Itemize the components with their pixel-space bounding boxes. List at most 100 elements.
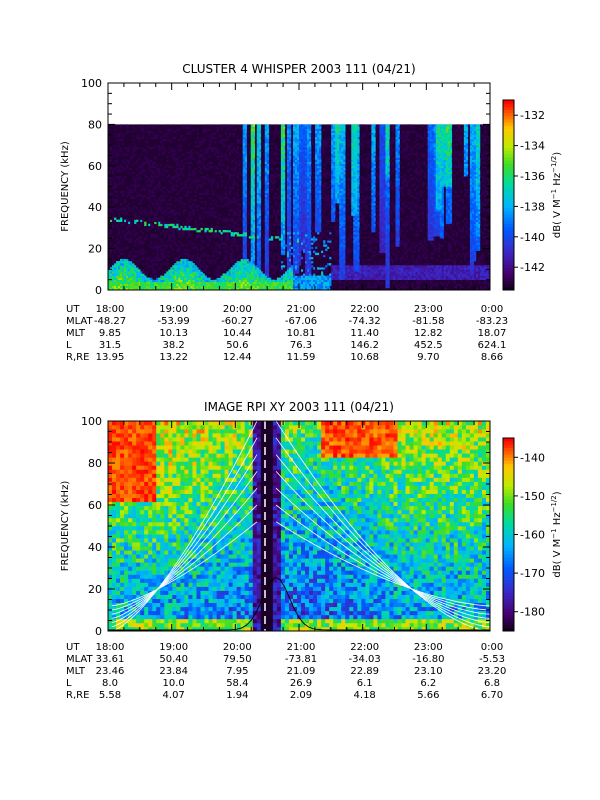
ephemeris-value: 76.3 (290, 340, 312, 351)
ephemeris-row-label: MLT (66, 328, 86, 339)
ephemeris-row-label: L (66, 678, 72, 689)
y-axis: 0 20 40 60 80 100 (81, 77, 490, 297)
ephemeris-row-label: MLAT (66, 316, 93, 327)
ephemeris-value: 18:00 (96, 304, 125, 315)
colorbar-label: dB( V M−1 Hz−1/2) (550, 152, 563, 238)
ephemeris-row-label: MLAT (66, 654, 93, 665)
ephemeris-value: 11.59 (287, 352, 316, 363)
ephemeris-value: 13.22 (159, 352, 188, 363)
colorbar-tick-label: -170 (520, 567, 545, 580)
ephemeris-value: 50.6 (226, 340, 248, 351)
ephemeris-value: -81.58 (412, 316, 444, 327)
ephemeris-value: 20:00 (223, 642, 252, 653)
colorbar-tick-label: -132 (520, 109, 545, 122)
ephemeris-value: 23.10 (414, 666, 443, 677)
chart-title: CLUSTER 4 WHISPER 2003 111 (04/21) (182, 62, 415, 76)
ephemeris-value: 20:00 (223, 304, 252, 315)
y-tick-label: 60 (88, 499, 102, 512)
ephemeris-value: 23:00 (414, 642, 443, 653)
ephemeris-row-label: L (66, 340, 72, 351)
y-axis-label: FREQUENCY (kHz) (60, 481, 71, 572)
ephemeris-value: 18:00 (96, 642, 125, 653)
y-tick-label: 40 (88, 541, 102, 554)
ephemeris-value: 4.07 (163, 690, 185, 701)
ephemeris-row-label: UT (66, 642, 80, 653)
ephemeris-table: UT 18:00 19:00 20:00 21:00 22:00 23:00 0:00 MLAT… (66, 642, 506, 701)
ephemeris-value: 8.66 (481, 352, 503, 363)
ephemeris-row-label: UT (66, 304, 80, 315)
ephemeris-value: 10.44 (223, 328, 252, 339)
ephemeris-value: 10.13 (159, 328, 188, 339)
ephemeris-value: 0:00 (481, 642, 503, 653)
y-tick-label: 80 (88, 457, 102, 470)
spectrogram (108, 124, 491, 291)
ephemeris-value: 22:00 (350, 642, 379, 653)
ephemeris-value: 12.82 (414, 328, 443, 339)
colorbar-frame (502, 99, 515, 291)
ephemeris-value: 624.1 (478, 340, 507, 351)
ephemeris-row-label: R,RE (66, 690, 89, 701)
ephemeris-value: -73.81 (285, 654, 317, 665)
ephemeris-value: 11.40 (350, 328, 379, 339)
ephemeris-value: 19:00 (159, 304, 188, 315)
overlay-curves (111, 420, 491, 632)
ephemeris-value: 33.61 (96, 654, 125, 665)
ephemeris-value: 6.8 (484, 678, 500, 689)
panel-cluster: CLUSTER 4 WHISPER 2003 111 (04/21) 0 20 40 6… (60, 62, 563, 363)
ephemeris-value: -60.27 (221, 316, 253, 327)
spectrogram (108, 420, 491, 632)
ephemeris-value: 23.46 (96, 666, 125, 677)
colorbar: -140 -150 -160 -170 -180 dB( V M−1 Hz−1/2) (502, 437, 563, 632)
ephemeris-value: -16.80 (412, 654, 444, 665)
ephemeris-value: 8.0 (102, 678, 118, 689)
ephemeris-value: 6.1 (357, 678, 373, 689)
ephemeris-value: -53.99 (158, 316, 190, 327)
colorbar-tick-label: -138 (520, 200, 545, 213)
ephemeris-value: 9.70 (417, 352, 439, 363)
ephemeris-value: -5.53 (479, 654, 505, 665)
ephemeris-value: 2.09 (290, 690, 312, 701)
y-axis-label: FREQUENCY (kHz) (60, 141, 71, 232)
colorbar-tick-label: -134 (520, 140, 545, 153)
y-tick-label: 40 (88, 201, 102, 214)
colorbar-tick-label: -140 (520, 231, 545, 244)
ephemeris-value: 12.44 (223, 352, 252, 363)
ephemeris-value: -74.32 (349, 316, 381, 327)
ephemeris-value: 21.09 (287, 666, 316, 677)
ephemeris-value: 18.07 (478, 328, 507, 339)
ephemeris-value: 5.58 (99, 690, 121, 701)
ephemeris-value: 13.95 (96, 352, 125, 363)
ephemeris-value: 146.2 (350, 340, 379, 351)
y-tick-label: 60 (88, 160, 102, 173)
ephemeris-value: -48.27 (94, 316, 126, 327)
colorbar-tick-label: -180 (520, 606, 545, 619)
colorbar-tick-label: -142 (520, 261, 545, 274)
panel-image: IMAGE RPI XY 2003 111 (04/21) 0 20 40 60 80 10… (60, 400, 563, 701)
ephemeris-value: 26.9 (290, 678, 312, 689)
colorbar-tick-label: -160 (520, 529, 545, 542)
ephemeris-value: 4.18 (354, 690, 376, 701)
ephemeris-value: 6.70 (481, 690, 503, 701)
ephemeris-value: 9.85 (99, 328, 121, 339)
y-tick-label: 0 (95, 284, 102, 297)
y-tick-label: 100 (81, 415, 102, 428)
ephemeris-value: -83.23 (476, 316, 508, 327)
ephemeris-value: 452.5 (414, 340, 443, 351)
chart-title: IMAGE RPI XY 2003 111 (04/21) (204, 400, 394, 414)
y-tick-label: 80 (88, 118, 102, 131)
y-axis: 0 20 40 60 80 100 (81, 415, 490, 638)
ephemeris-value: 5.66 (417, 690, 439, 701)
ephemeris-value: 6.2 (420, 678, 436, 689)
ephemeris-value: 7.95 (226, 666, 248, 677)
ephemeris-value: 10.0 (163, 678, 185, 689)
y-tick-label: 0 (95, 625, 102, 638)
ephemeris-row-label: R,RE (66, 352, 89, 363)
ephemeris-value: 31.5 (99, 340, 121, 351)
ephemeris-value: 38.2 (163, 340, 185, 351)
ephemeris-value: 1.94 (226, 690, 248, 701)
colorbar: -132 -134 -136 -138 -140 -142 dB( V M−1 Hz−1/2… (502, 99, 563, 291)
ephemeris-value: 10.81 (287, 328, 316, 339)
ephemeris-value: 50.40 (159, 654, 188, 665)
ephemeris-value: 23:00 (414, 304, 443, 315)
